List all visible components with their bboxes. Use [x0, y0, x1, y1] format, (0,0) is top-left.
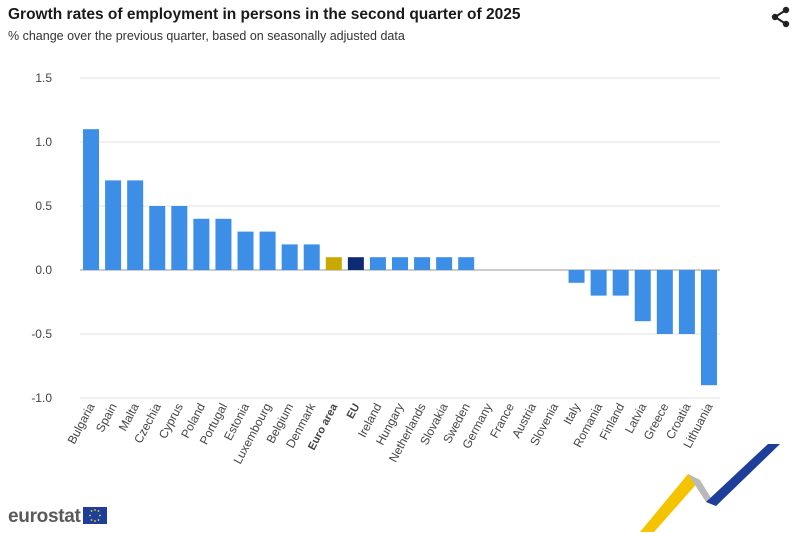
x-tick-label: Spain	[93, 401, 120, 435]
y-tick-label: -0.5	[31, 327, 52, 341]
bar[interactable]	[458, 257, 475, 270]
bar[interactable]	[105, 180, 122, 270]
bar[interactable]	[325, 257, 342, 270]
bar[interactable]	[656, 270, 673, 334]
bar[interactable]	[171, 206, 188, 270]
bar[interactable]	[612, 270, 629, 296]
bar[interactable]	[414, 257, 431, 270]
bar[interactable]	[193, 218, 210, 270]
bar[interactable]	[590, 270, 607, 296]
y-tick-label: 0.5	[35, 199, 52, 213]
y-tick-label: -1.0	[31, 391, 52, 405]
bar[interactable]	[568, 270, 585, 283]
bar[interactable]	[215, 218, 232, 270]
y-tick-label: 1.5	[35, 71, 52, 85]
y-tick-label: 0.0	[35, 263, 52, 277]
bar[interactable]	[700, 270, 717, 386]
bar[interactable]	[436, 257, 453, 270]
decorative-ribbon	[640, 444, 780, 532]
bar[interactable]	[303, 244, 320, 270]
eurostat-logo: eurostat	[8, 506, 107, 528]
eurostat-brand: eurostat	[8, 506, 81, 527]
bar[interactable]	[347, 257, 364, 270]
x-tick-label: Italy	[561, 401, 584, 427]
bar[interactable]	[127, 180, 144, 270]
x-tick-label: Bulgaria	[65, 401, 98, 447]
eu-flag-icon	[82, 507, 107, 524]
y-tick-label: 1.0	[35, 135, 52, 149]
chart-subtitle: % change over the previous quarter, base…	[8, 29, 405, 43]
bar[interactable]	[634, 270, 651, 322]
bar[interactable]	[149, 206, 166, 270]
bar[interactable]	[392, 257, 408, 270]
x-tick-label: EU	[345, 402, 363, 421]
bar[interactable]	[369, 257, 386, 270]
bar[interactable]	[83, 129, 100, 270]
chart-title: Growth rates of employment in persons in…	[8, 6, 521, 23]
bar[interactable]	[678, 270, 695, 334]
bar[interactable]	[281, 244, 298, 270]
bar[interactable]	[259, 231, 276, 270]
share-icon[interactable]	[770, 6, 792, 28]
bar[interactable]	[237, 231, 254, 270]
